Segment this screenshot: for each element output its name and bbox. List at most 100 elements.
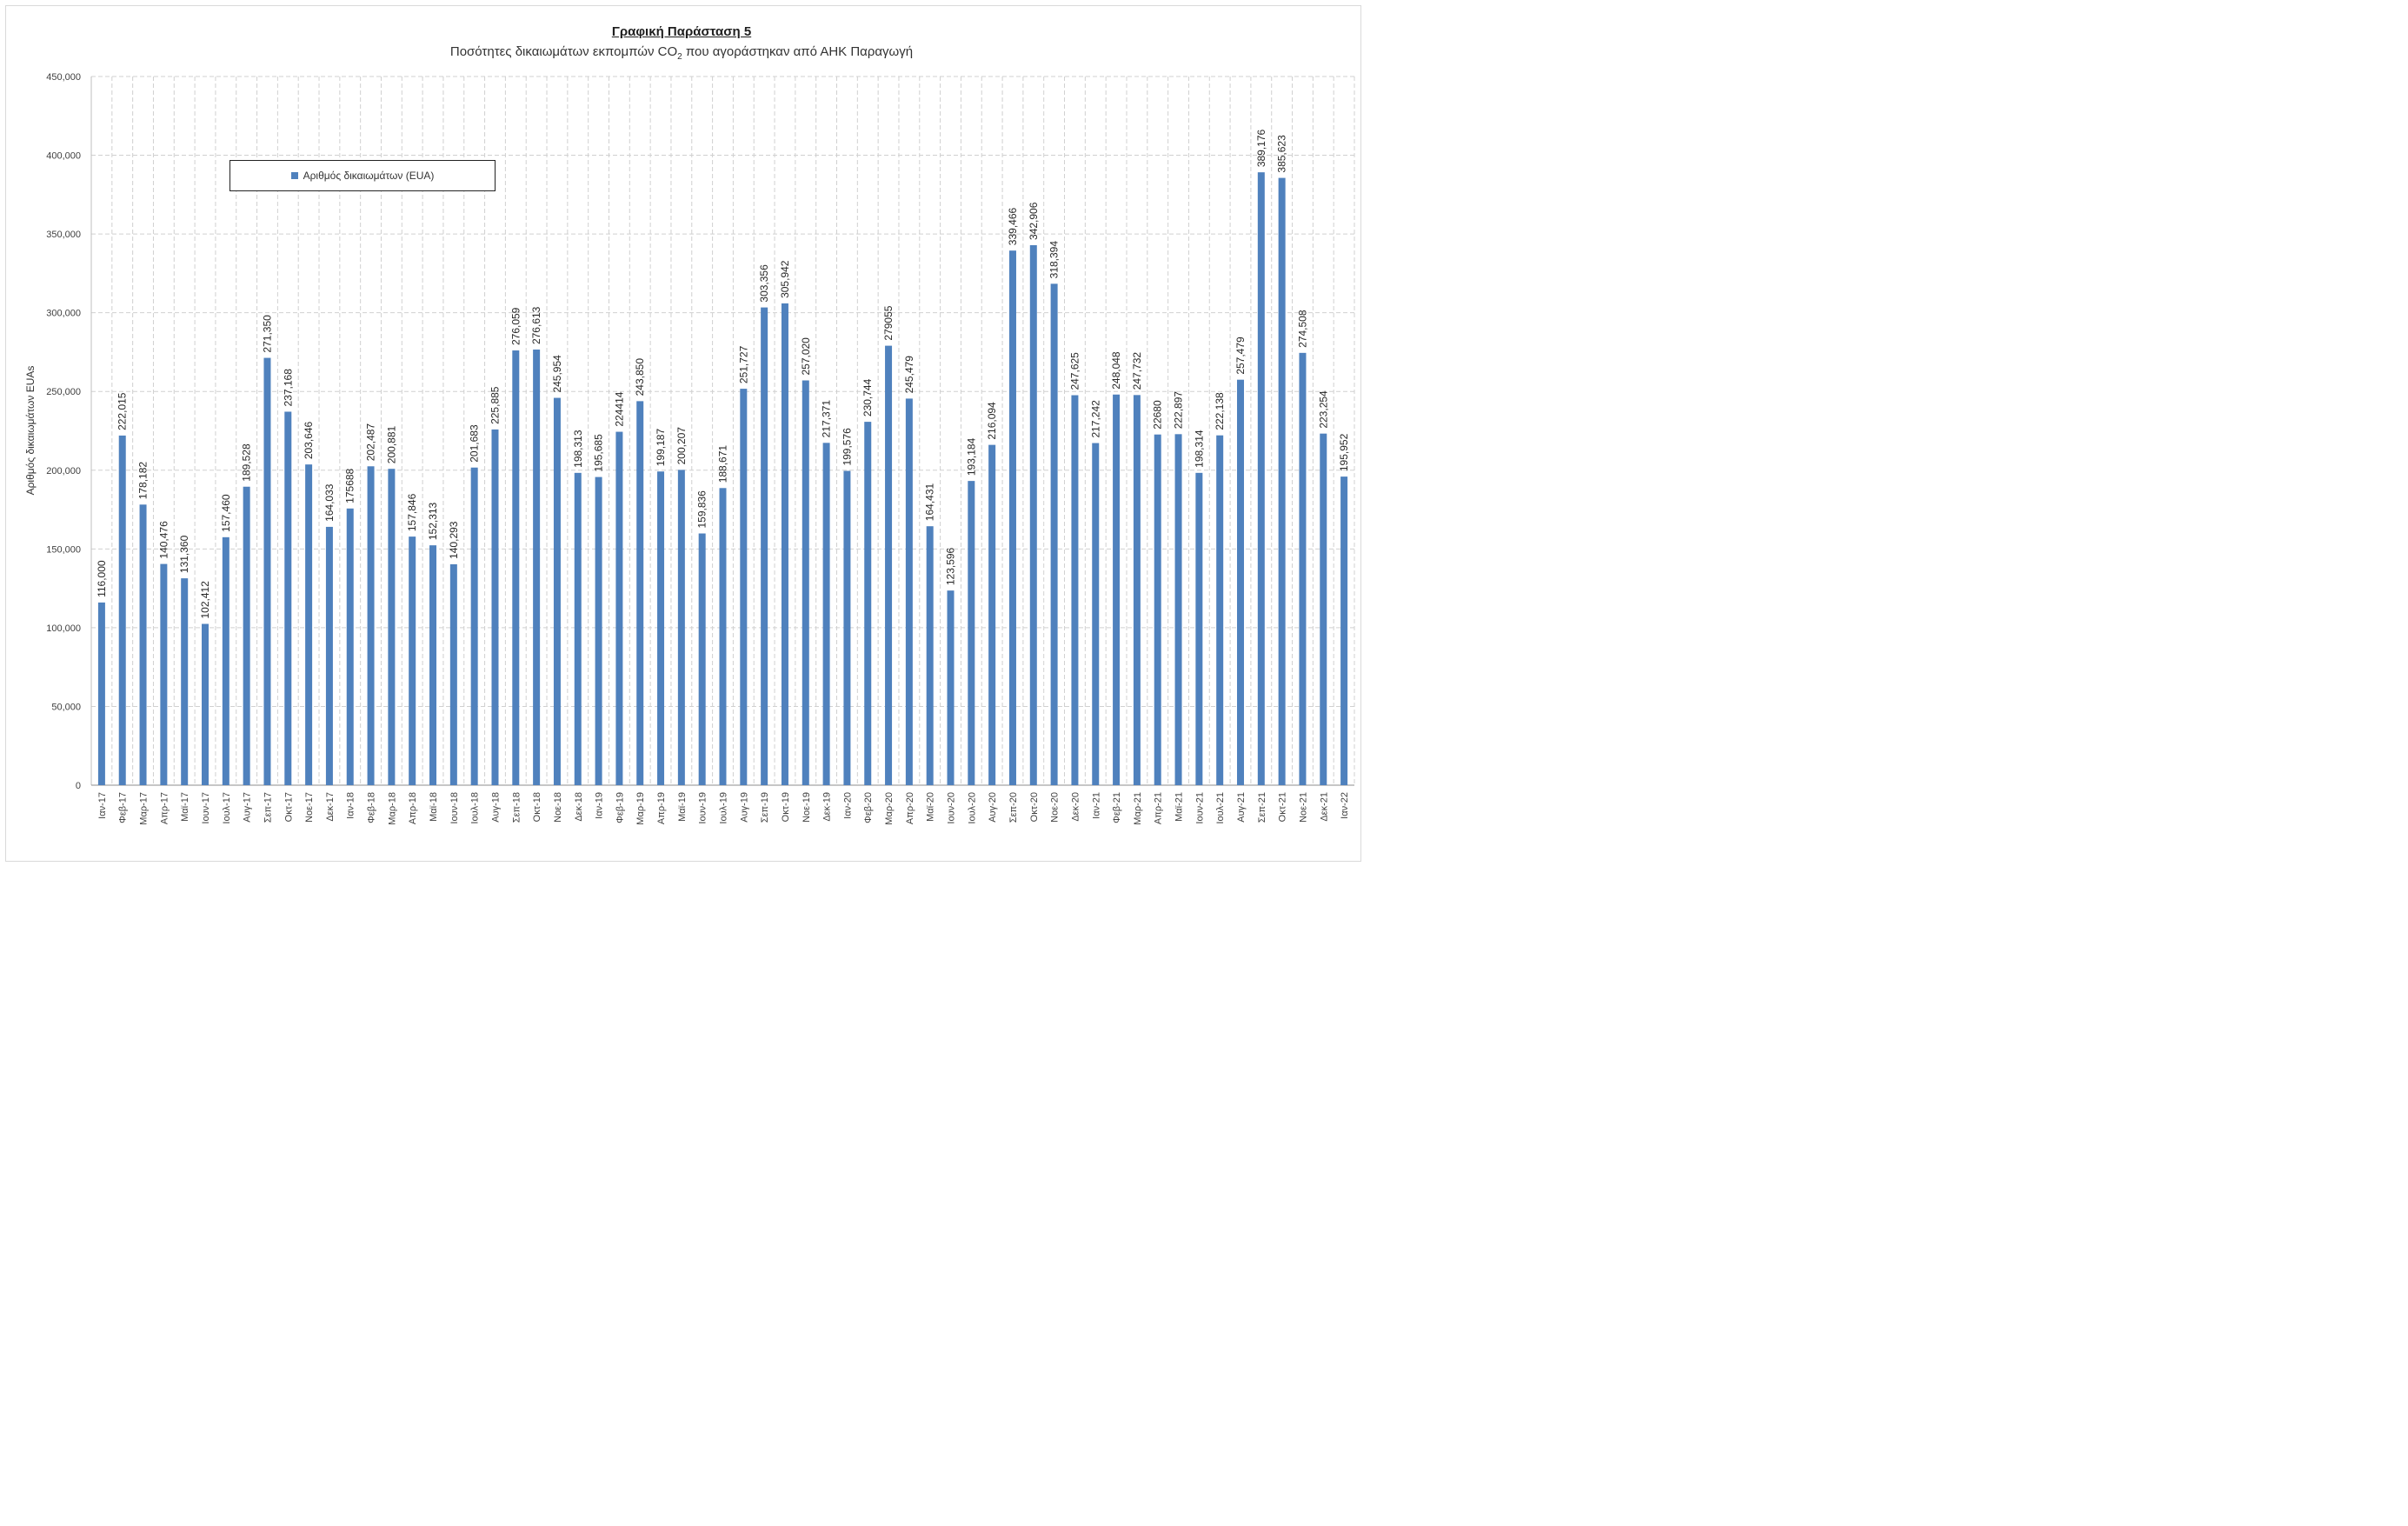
x-tick-label: Νοε-19	[802, 792, 812, 823]
bar	[118, 435, 126, 785]
data-label: 198,314	[1193, 430, 1205, 468]
bar	[781, 303, 788, 785]
data-label: 224414	[613, 391, 625, 426]
data-label: 199,187	[655, 429, 667, 467]
chart-subtitle: Ποσότητες δικαιωμάτων εκπομπών CO2 που α…	[0, 44, 1363, 62]
x-tick-label: Απρ-18	[408, 792, 418, 824]
bar	[512, 350, 520, 785]
bar	[1320, 433, 1327, 785]
data-label: 189,528	[241, 443, 253, 482]
y-tick-label: 300,000	[46, 309, 81, 319]
bar	[885, 345, 893, 785]
bar	[449, 563, 457, 785]
data-label: 195,952	[1338, 433, 1350, 471]
data-label: 305,942	[779, 260, 791, 298]
bar	[1340, 476, 1348, 785]
data-label: 257,020	[800, 337, 812, 376]
x-tick-label: Μαϊ-20	[926, 792, 936, 822]
x-tick-label: Σεπ-19	[760, 792, 770, 823]
data-label: 199,576	[841, 428, 853, 466]
data-label: 248,048	[1110, 351, 1122, 390]
legend: Αριθμός δικαιωμάτων (EUA)	[229, 160, 496, 191]
data-label: 164,033	[323, 483, 336, 522]
bar	[1257, 172, 1265, 785]
bar-chart-plot: 0 50,000 100,000 150,000 200,000 250,000 300,0…	[46, 72, 1355, 825]
x-tick-label: Μαρ-20	[884, 792, 895, 825]
x-tick-label: Ιουλ-20	[967, 792, 977, 824]
x-tick-label: Αυγ-17	[243, 792, 253, 823]
x-tick-label: Απρ-17	[159, 792, 170, 824]
x-tick-label: Ιαν-22	[1340, 792, 1350, 819]
bar	[1154, 434, 1161, 785]
x-tick-label: Ιαν-21	[1091, 792, 1101, 819]
x-tick-label: Ιουν-17	[201, 792, 211, 824]
bar	[1216, 435, 1224, 785]
bar	[1008, 250, 1016, 786]
bar	[636, 401, 644, 785]
y-tick-label: 150,000	[46, 544, 81, 555]
bar	[698, 533, 706, 785]
x-tick-label: Μαϊ-18	[429, 792, 439, 822]
data-label: 389,176	[1255, 129, 1267, 167]
bar	[181, 578, 189, 785]
x-tick-label: Φεβ-21	[1112, 792, 1122, 823]
data-label: 257,479	[1234, 337, 1247, 375]
x-tick-label: Ιουν-18	[449, 792, 460, 824]
y-tick-label: 200,000	[46, 466, 81, 476]
data-label: 245,479	[903, 356, 915, 394]
data-label: 247,732	[1131, 352, 1143, 390]
bar	[533, 350, 541, 785]
data-label: 247,625	[1068, 352, 1081, 390]
data-label: 279055	[882, 305, 895, 340]
bar	[1299, 352, 1307, 785]
bar	[491, 429, 499, 785]
chart-frame	[5, 5, 1361, 862]
x-tick-label: Δεκ-21	[1319, 792, 1329, 822]
bar	[429, 545, 437, 785]
bar	[139, 504, 147, 785]
x-tick-label: Σεπ-21	[1257, 792, 1267, 823]
bar	[305, 464, 313, 785]
x-tick-label: Δεκ-19	[822, 792, 833, 822]
bar	[968, 481, 975, 785]
data-label: 175688	[344, 468, 356, 503]
data-label: 276,613	[530, 306, 542, 344]
x-tick-label: Μαϊ-17	[180, 792, 190, 822]
x-tick-label: Δεκ-18	[574, 792, 584, 822]
data-label: 152,313	[427, 502, 439, 540]
bar	[160, 563, 168, 785]
data-label: 339,466	[1007, 207, 1019, 245]
bar	[1236, 379, 1244, 785]
x-tick-label: Νοε-20	[1050, 792, 1061, 823]
data-label: 271,350	[261, 315, 273, 353]
data-label: 342,906	[1028, 202, 1040, 240]
data-label: 123,596	[945, 547, 957, 585]
x-tick-label: Μαρ-19	[635, 792, 646, 825]
x-tick-label: Σεπ-17	[263, 792, 273, 823]
data-label: 200,881	[385, 425, 397, 463]
bar	[761, 307, 768, 785]
data-label: 318,394	[1048, 241, 1061, 279]
bar	[202, 623, 210, 785]
x-tick-label: Οκτ-18	[532, 792, 542, 822]
chart-title: Γραφική Παράσταση 5	[611, 24, 752, 39]
bar	[1195, 472, 1203, 785]
bar	[615, 431, 623, 785]
x-tick-label: Απρ-21	[1154, 792, 1164, 824]
bar	[1050, 283, 1058, 785]
y-tick-label: 350,000	[46, 230, 81, 240]
data-label: 102,412	[199, 581, 211, 619]
subtitle-text-post: που αγοράστηκαν από ΑΗΚ Παραγωγή	[682, 44, 914, 59]
y-tick-label: 100,000	[46, 623, 81, 634]
data-label: 276,059	[509, 307, 522, 345]
data-label: 217,242	[1089, 400, 1101, 438]
data-label: 251,727	[737, 345, 749, 383]
data-label: 200,207	[675, 427, 688, 465]
data-label: 230,744	[861, 378, 874, 416]
legend-swatch	[290, 172, 298, 179]
data-label: 203,646	[303, 421, 315, 459]
y-tick-label: 450,000	[46, 72, 81, 83]
data-label: 303,356	[758, 264, 770, 303]
data-label: 193,184	[965, 437, 977, 476]
bar	[905, 398, 913, 785]
